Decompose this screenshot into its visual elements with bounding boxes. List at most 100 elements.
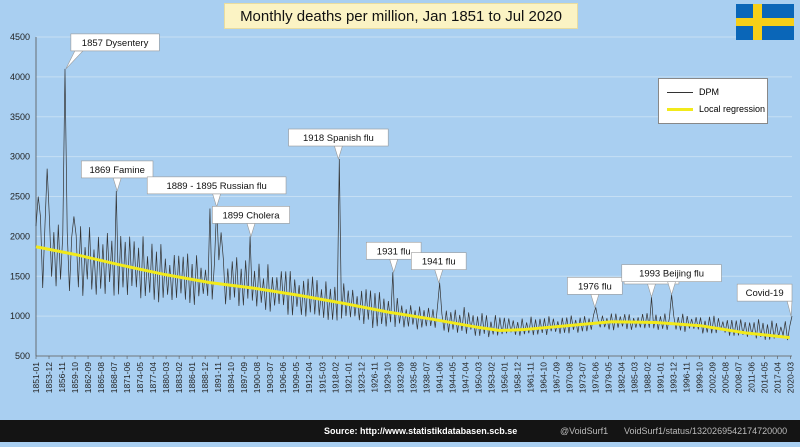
x-tick-label: 1976-06	[590, 362, 600, 393]
annotation-box	[70, 33, 160, 52]
annotation-box	[411, 252, 467, 270]
x-tick-label: 1970-08	[564, 362, 574, 393]
x-tick-label: 1865-08	[96, 362, 106, 393]
annotation-box	[621, 264, 722, 282]
x-tick-label: 1961-11	[525, 362, 535, 393]
x-tick-label: 1868-07	[109, 362, 119, 393]
x-tick-label: 1938-07	[421, 362, 431, 393]
x-tick-label: 1982-04	[617, 362, 627, 393]
x-tick-label: 1999-10	[695, 362, 705, 393]
annotation-box	[567, 277, 623, 295]
x-tick-label: 1912-04	[304, 362, 314, 393]
y-tick-label: 1000	[10, 311, 30, 321]
annotation-pointer	[647, 283, 656, 299]
annotation-pointer	[590, 294, 600, 309]
x-tick-label: 1935-08	[408, 362, 418, 393]
annotation-box	[146, 176, 287, 195]
legend: DPM Local regression	[658, 78, 768, 124]
x-tick-label: 1891-11	[213, 362, 223, 393]
status-link[interactable]: VoidSurf1/status/1320269542174720000	[624, 426, 788, 436]
y-tick-label: 2500	[10, 192, 30, 202]
x-tick-label: 1993-12	[669, 362, 679, 393]
sweden-flag-icon	[736, 4, 794, 40]
x-tick-label: 1880-03	[161, 362, 171, 393]
annotation-label: 1857 Dysentery	[82, 38, 149, 49]
legend-item-regression: Local regression	[667, 102, 765, 116]
chart-title: Monthly deaths per million, Jan 1851 to …	[224, 3, 578, 29]
annotation-pointer	[389, 258, 399, 274]
annotation-label: 1918 Spanish flu	[303, 133, 374, 144]
x-tick-label: 1853-12	[44, 362, 54, 393]
x-tick-label: 1918-02	[330, 362, 340, 393]
annotation-label: 1976 flu	[578, 281, 612, 292]
x-tick-label: 1909-05	[291, 362, 301, 393]
x-tick-label: 1973-07	[577, 362, 587, 393]
annotation-pointer	[212, 193, 222, 208]
x-tick-label: 1958-12	[512, 362, 522, 393]
x-tick-label: 2014-05	[760, 362, 770, 393]
annotation-label: 1941 flu	[422, 257, 456, 268]
x-tick-label: 1953-02	[486, 362, 496, 393]
x-tick-label: 1988-02	[643, 362, 653, 393]
annotation-pointer	[65, 50, 84, 70]
x-tick-label: 1906-06	[278, 362, 288, 393]
annotation-label: 1899 Cholera	[222, 210, 280, 221]
x-tick-label: 1888-12	[200, 362, 210, 393]
y-tick-label: 4500	[10, 32, 30, 42]
x-tick-label: 1932-09	[395, 362, 405, 393]
annotation-pointer	[786, 300, 793, 317]
y-tick-label: 2000	[10, 231, 30, 241]
x-tick-label: 1923-12	[356, 362, 366, 393]
x-tick-label: 2008-07	[734, 362, 744, 393]
x-tick-label: 1967-09	[551, 362, 561, 393]
x-tick-label: 2005-08	[721, 362, 731, 393]
x-tick-label: 1856-11	[57, 362, 67, 393]
y-tick-label: 3500	[10, 112, 30, 122]
annotation-pointer	[667, 281, 676, 296]
x-tick-label: 1903-07	[265, 362, 275, 393]
annotation-box	[81, 160, 154, 179]
x-tick-label: 1996-11	[682, 362, 692, 393]
x-tick-label: 2020-03	[786, 362, 796, 393]
annotation-box	[366, 241, 422, 260]
x-tick-label: 1851-01	[31, 362, 41, 393]
annotation-label: 1993 Beijing flu	[639, 269, 704, 280]
annotation-box	[212, 206, 290, 224]
x-tick-label: 1871-06	[122, 362, 132, 393]
x-tick-label: 1886-01	[187, 362, 197, 393]
x-tick-label: 1877-04	[148, 362, 158, 393]
x-tick-label: 1874-05	[135, 362, 145, 393]
x-tick-label: 1929-10	[382, 362, 392, 393]
x-tick-label: 1979-05	[604, 362, 614, 393]
x-tick-label: 1944-05	[447, 362, 457, 393]
annotation-label: 1931 flu	[377, 246, 411, 257]
regression-line	[35, 245, 790, 340]
legend-item-dpm: DPM	[667, 85, 719, 99]
x-tick-label: 2011-06	[747, 362, 757, 393]
x-tick-label: 1964-10	[538, 362, 548, 393]
x-tick-label: 1915-03	[317, 362, 327, 393]
annotation-label: 1869 Famine	[89, 165, 144, 176]
x-tick-label: 1947-04	[460, 362, 470, 393]
y-tick-label: 3000	[10, 152, 30, 162]
x-tick-label: 1956-01	[499, 362, 509, 393]
x-tick-label: 1926-11	[369, 362, 379, 393]
x-tick-label: 1941-06	[434, 362, 444, 393]
annotation-pointer	[246, 223, 256, 238]
y-tick-label: 1500	[10, 271, 30, 281]
x-tick-label: 1900-08	[252, 362, 262, 393]
x-tick-label: 1894-10	[226, 362, 236, 393]
legend-label-regression: Local regression	[699, 104, 766, 114]
x-tick-label: 2017-04	[773, 362, 783, 393]
annotation-pointer	[112, 177, 122, 192]
x-tick-label: 1950-03	[473, 362, 483, 393]
y-tick-label: 4000	[10, 72, 30, 82]
y-tick-label: 500	[15, 351, 30, 361]
x-tick-label: 1991-01	[656, 362, 666, 393]
annotation-box	[736, 283, 793, 302]
x-tick-label: 1883-02	[174, 362, 184, 393]
x-tick-label: 1862-09	[83, 362, 93, 393]
footer: Source: http://www.statistikdatabasen.sc…	[0, 420, 800, 442]
